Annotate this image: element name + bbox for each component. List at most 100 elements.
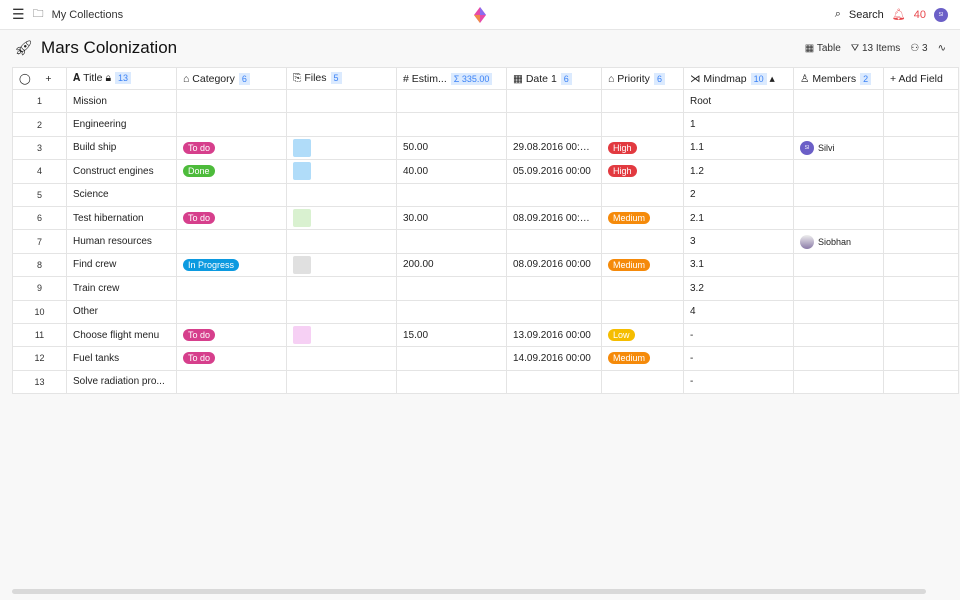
title-cell[interactable]: Train crew bbox=[66, 276, 177, 301]
sort-icon[interactable]: ▴ bbox=[769, 72, 775, 85]
members-cell[interactable]: SI Silvi bbox=[793, 135, 884, 161]
mindmap-cell[interactable]: 2 bbox=[683, 182, 794, 207]
members-cell[interactable] bbox=[793, 159, 884, 184]
files-cell[interactable] bbox=[286, 276, 397, 301]
filter-button[interactable]: ⛛ 13 Items bbox=[850, 42, 901, 54]
members-cell[interactable] bbox=[793, 346, 884, 371]
file-thumbnail[interactable] bbox=[293, 326, 311, 345]
members-cell[interactable] bbox=[793, 112, 884, 137]
row-select-header[interactable]: ◯ + bbox=[12, 67, 67, 90]
category-cell[interactable]: To do bbox=[176, 322, 287, 348]
category-cell[interactable]: To do bbox=[176, 346, 287, 371]
file-thumbnail[interactable] bbox=[293, 209, 311, 228]
mindmap-cell[interactable]: - bbox=[683, 346, 794, 371]
select-all-icon[interactable]: ◯ bbox=[19, 72, 31, 85]
date-cell[interactable] bbox=[506, 369, 602, 395]
share-button[interactable]: ⚇ 3 bbox=[910, 42, 928, 54]
title-cell[interactable]: Construct engines bbox=[66, 159, 177, 184]
column-header[interactable]: ⋊ Mindmap 10 ▴ bbox=[683, 67, 794, 90]
mindmap-cell[interactable]: 3.1 bbox=[683, 252, 794, 278]
date-cell[interactable] bbox=[506, 112, 602, 137]
date-cell[interactable]: 08.09.2016 00:00 - bbox=[506, 205, 602, 231]
priority-cell[interactable] bbox=[601, 229, 684, 254]
table-row[interactable]: 1 Mission Root bbox=[12, 88, 959, 114]
category-cell[interactable] bbox=[176, 229, 287, 254]
files-cell[interactable] bbox=[286, 182, 397, 207]
date-cell[interactable]: 29.08.2016 00:00 - bbox=[506, 135, 602, 161]
category-cell[interactable] bbox=[176, 182, 287, 207]
files-cell[interactable] bbox=[286, 88, 397, 114]
column-header[interactable]: ⎘ Files 5 bbox=[286, 67, 397, 90]
view-switcher[interactable]: ▦ Table bbox=[804, 42, 841, 54]
date-cell[interactable] bbox=[506, 276, 602, 301]
table-row[interactable]: 9 Train crew 3.2 bbox=[12, 276, 959, 301]
table-row[interactable]: 10 Other 4 bbox=[12, 299, 959, 324]
search-icon[interactable]: ⌕ bbox=[834, 8, 841, 20]
category-cell[interactable] bbox=[176, 369, 287, 395]
estimate-cell[interactable] bbox=[396, 299, 507, 324]
estimate-cell[interactable] bbox=[396, 112, 507, 137]
priority-cell[interactable]: Medium bbox=[601, 252, 684, 278]
files-cell[interactable] bbox=[286, 229, 397, 254]
priority-cell[interactable]: Low bbox=[601, 322, 684, 348]
title-cell[interactable]: Science bbox=[66, 182, 177, 207]
priority-cell[interactable]: High bbox=[601, 159, 684, 184]
priority-cell[interactable]: High bbox=[601, 135, 684, 161]
mindmap-cell[interactable]: 1.2 bbox=[683, 159, 794, 184]
table-row[interactable]: 12 Fuel tanks To do 14.09.2016 00:00 Med… bbox=[12, 346, 959, 371]
mindmap-cell[interactable]: - bbox=[683, 322, 794, 348]
title-cell[interactable]: Solve radiation pro... bbox=[66, 369, 177, 395]
files-cell[interactable] bbox=[286, 205, 397, 231]
table-row[interactable]: 2 Engineering 1 bbox=[12, 112, 959, 137]
title-cell[interactable]: Human resources bbox=[66, 229, 177, 254]
estimate-cell[interactable] bbox=[396, 182, 507, 207]
estimate-cell[interactable]: 30.00 bbox=[396, 205, 507, 231]
title-cell[interactable]: Build ship bbox=[66, 135, 177, 161]
priority-cell[interactable]: Medium bbox=[601, 346, 684, 371]
priority-cell[interactable] bbox=[601, 88, 684, 114]
date-cell[interactable] bbox=[506, 88, 602, 114]
files-cell[interactable] bbox=[286, 322, 397, 348]
title-cell[interactable]: Other bbox=[66, 299, 177, 324]
app-logo-icon[interactable] bbox=[474, 7, 486, 23]
mindmap-cell[interactable]: 2.1 bbox=[683, 205, 794, 231]
category-cell[interactable]: To do bbox=[176, 205, 287, 231]
files-cell[interactable] bbox=[286, 346, 397, 371]
members-cell[interactable] bbox=[793, 252, 884, 278]
estimate-cell[interactable] bbox=[396, 88, 507, 114]
files-cell[interactable] bbox=[286, 299, 397, 324]
menu-icon[interactable]: ☰ bbox=[12, 6, 25, 22]
bell-icon[interactable]: 🔔︎ bbox=[891, 9, 906, 21]
table-row[interactable]: 11 Choose flight menu To do 15.00 13.09.… bbox=[12, 322, 959, 348]
column-header[interactable]: ♙ Members 2 bbox=[793, 67, 884, 90]
file-thumbnail[interactable] bbox=[293, 138, 311, 157]
column-header[interactable]: ⌂ Category 6 bbox=[176, 67, 287, 90]
category-cell[interactable] bbox=[176, 299, 287, 324]
title-cell[interactable]: Mission bbox=[66, 88, 177, 114]
estimate-cell[interactable] bbox=[396, 346, 507, 371]
priority-cell[interactable] bbox=[601, 369, 684, 395]
files-cell[interactable] bbox=[286, 112, 397, 137]
estimate-cell[interactable]: 200.00 bbox=[396, 252, 507, 278]
priority-cell[interactable] bbox=[601, 182, 684, 207]
title-cell[interactable]: Fuel tanks bbox=[66, 346, 177, 371]
date-cell[interactable] bbox=[506, 299, 602, 324]
avatar[interactable]: SI bbox=[934, 7, 948, 22]
date-cell[interactable] bbox=[506, 182, 602, 207]
mindmap-cell[interactable]: - bbox=[683, 369, 794, 395]
mindmap-cell[interactable]: 3.2 bbox=[683, 276, 794, 301]
mindmap-cell[interactable]: Root bbox=[683, 88, 794, 114]
table-row[interactable]: 7 Human resources 3 Siobhan bbox=[12, 229, 959, 254]
files-cell[interactable] bbox=[286, 135, 397, 161]
date-cell[interactable]: 05.09.2016 00:00 bbox=[506, 159, 602, 184]
files-cell[interactable] bbox=[286, 252, 397, 278]
date-cell[interactable]: 13.09.2016 00:00 bbox=[506, 322, 602, 348]
title-cell[interactable]: Test hibernation bbox=[66, 205, 177, 231]
date-cell[interactable]: 14.09.2016 00:00 bbox=[506, 346, 602, 371]
members-cell[interactable] bbox=[793, 322, 884, 348]
category-cell[interactable] bbox=[176, 112, 287, 137]
priority-cell[interactable] bbox=[601, 112, 684, 137]
title-cell[interactable]: Choose flight menu bbox=[66, 322, 177, 348]
activity-icon[interactable]: ∿ bbox=[937, 42, 946, 54]
column-header[interactable]: ⌂ Priority 6 bbox=[601, 67, 684, 90]
